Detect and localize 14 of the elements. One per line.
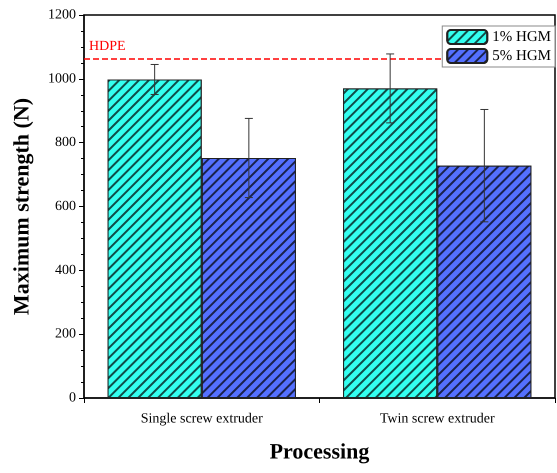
x-axis-title: Processing bbox=[270, 438, 370, 464]
ref-line-label: HDPE bbox=[89, 38, 126, 54]
y-tick-label: 0 bbox=[69, 390, 76, 406]
y-tick-label: 1000 bbox=[48, 71, 76, 86]
y-axis-title: Maximum strength (N) bbox=[8, 98, 34, 316]
legend-label: 5% HGM bbox=[492, 48, 551, 64]
y-tick-label: 400 bbox=[55, 262, 76, 278]
legend-label: 1% HGM bbox=[492, 29, 551, 45]
x-tick-label: Twin screw extruder bbox=[380, 412, 496, 426]
y-tick-label: 1200 bbox=[48, 8, 76, 22]
y-tick-label: 200 bbox=[55, 326, 76, 342]
y-tick-label: 800 bbox=[55, 135, 76, 150]
y-tick-label: 600 bbox=[55, 199, 76, 214]
x-tick-label: Single screw extruder bbox=[140, 412, 264, 426]
